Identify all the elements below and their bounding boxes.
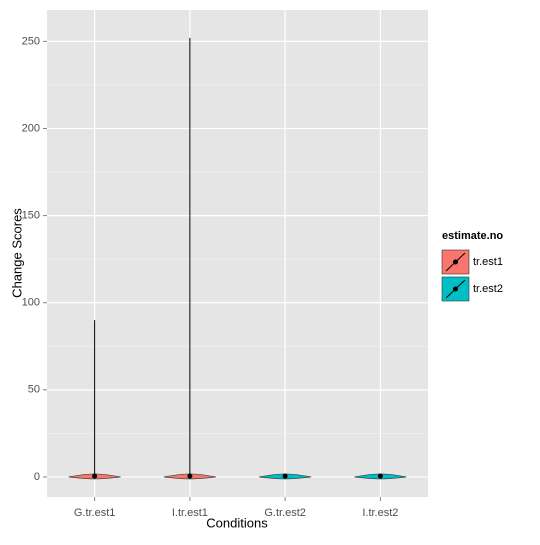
legend-key-point [453,259,458,265]
y-tick-label: 200 [22,122,40,134]
legend-label: tr.est2 [473,283,503,295]
x-tick-label: I.tr.est1 [172,507,208,519]
median-point [187,473,193,479]
x-axis-title: Conditions [206,515,268,530]
y-axis-title: Change Scores [9,208,24,298]
median-point [377,473,383,479]
legend-label: tr.est1 [473,256,503,268]
legend-key-point [453,286,458,292]
y-tick-label: 0 [34,471,40,483]
x-tick-label: I.tr.est2 [362,507,398,519]
y-tick-label: 150 [22,210,40,222]
median-point [282,473,288,479]
y-tick-label: 50 [28,384,40,396]
x-tick-label: G.tr.est2 [264,507,306,519]
plot-panel [47,10,428,497]
legend-title: estimate.no [442,230,503,242]
median-point [92,473,98,479]
y-tick-label: 250 [22,35,40,47]
y-tick-label: 100 [22,297,40,309]
x-tick-label: G.tr.est1 [74,507,116,519]
